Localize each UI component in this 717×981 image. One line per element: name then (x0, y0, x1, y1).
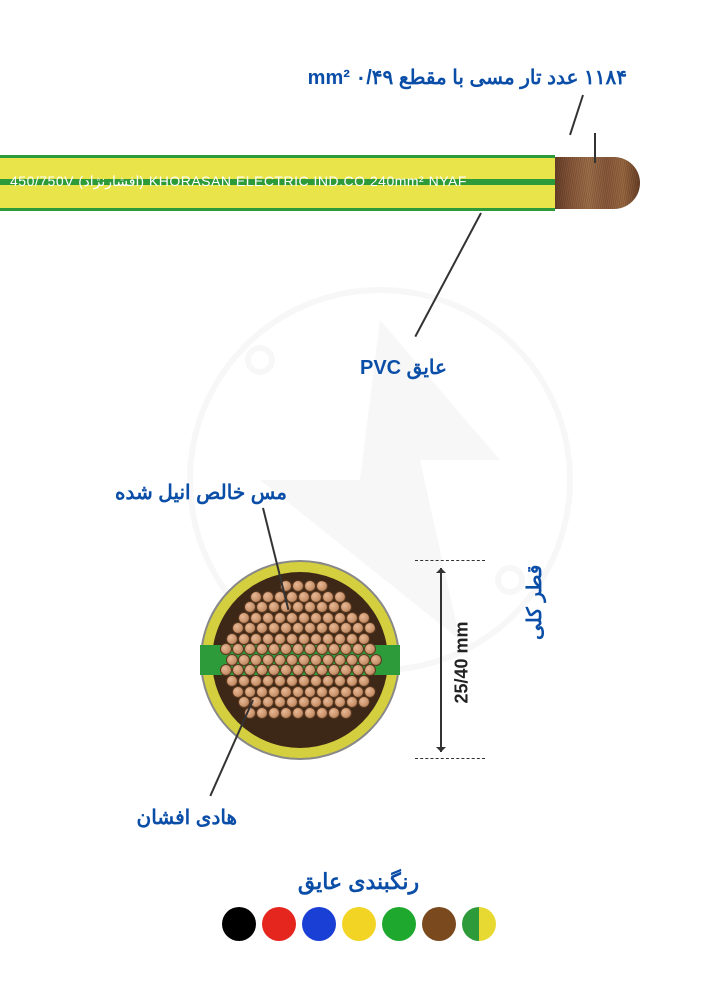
diameter-title: قطر کلی (522, 565, 547, 640)
copper-strand (280, 707, 292, 719)
cable-marking-text: 450/750V (افشارنژاد) KHORASAN ELECTRIC I… (10, 173, 467, 190)
leader-strands (569, 95, 584, 136)
leader-strands-2 (594, 133, 596, 163)
copper-strand (340, 707, 352, 719)
conductor-label: هادی افشان (137, 805, 238, 830)
color-swatches-section: رنگبندی عایق (0, 869, 717, 941)
color-swatch (302, 907, 336, 941)
copper-strands-area (218, 578, 382, 742)
color-swatch (342, 907, 376, 941)
color-swatch (422, 907, 456, 941)
pvc-label: عایق PVC (360, 355, 447, 380)
dim-arrow (440, 568, 442, 752)
color-swatch (382, 907, 416, 941)
copper-strand (316, 707, 328, 719)
color-swatch (462, 907, 496, 941)
colors-title: رنگبندی عایق (0, 869, 717, 895)
dim-line-bottom (415, 758, 485, 759)
copper-strand (328, 707, 340, 719)
dim-line-top (415, 560, 485, 561)
cable-cross-section (200, 560, 400, 760)
swatch-row (0, 907, 717, 941)
strands-label: ۱۱۸۴ عدد تار مسی با مقطع ۰/۴۹ mm² (308, 65, 627, 90)
copper-strand (292, 707, 304, 719)
color-swatch (222, 907, 256, 941)
dimension-indicator: 25/40 mm (415, 560, 495, 760)
dimension-value: 25/40 mm (452, 621, 473, 703)
copper-conductor-end (555, 157, 640, 209)
color-swatch (262, 907, 296, 941)
copper-strand (268, 707, 280, 719)
copper-strand (304, 707, 316, 719)
cable-side-view: 450/750V (افشارنژاد) KHORASAN ELECTRIC I… (0, 155, 640, 211)
annealed-label: مس خالص انیل شده (115, 480, 287, 505)
copper-strand (256, 707, 268, 719)
